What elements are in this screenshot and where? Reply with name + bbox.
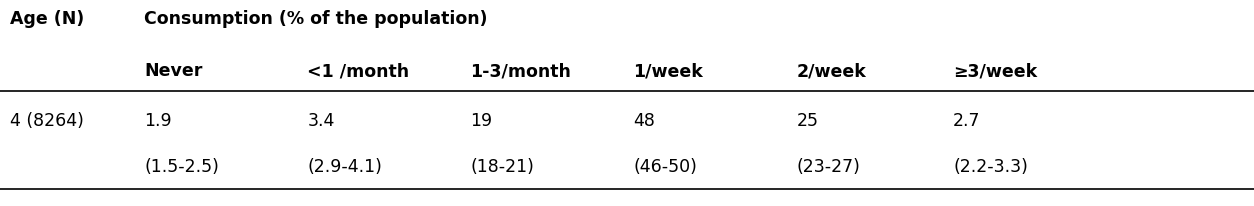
Text: 3.4: 3.4 <box>307 111 335 129</box>
Text: (46-50): (46-50) <box>633 158 697 176</box>
Text: (18-21): (18-21) <box>470 158 534 176</box>
Text: 48: 48 <box>633 111 655 129</box>
Text: ≥3/week: ≥3/week <box>953 62 1037 80</box>
Text: 25: 25 <box>796 111 819 129</box>
Text: 2/week: 2/week <box>796 62 867 80</box>
Text: (23-27): (23-27) <box>796 158 860 176</box>
Text: (2.2-3.3): (2.2-3.3) <box>953 158 1028 176</box>
Text: Age (N): Age (N) <box>10 10 84 28</box>
Text: 1.9: 1.9 <box>144 111 172 129</box>
Text: 19: 19 <box>470 111 493 129</box>
Text: <1 /month: <1 /month <box>307 62 409 80</box>
Text: Never: Never <box>144 62 203 80</box>
Text: (2.9-4.1): (2.9-4.1) <box>307 158 382 176</box>
Text: 4 (8264): 4 (8264) <box>10 111 84 129</box>
Text: 1/week: 1/week <box>633 62 703 80</box>
Text: 2.7: 2.7 <box>953 111 981 129</box>
Text: Consumption (% of the population): Consumption (% of the population) <box>144 10 488 28</box>
Text: (1.5-2.5): (1.5-2.5) <box>144 158 219 176</box>
Text: 1-3/month: 1-3/month <box>470 62 571 80</box>
